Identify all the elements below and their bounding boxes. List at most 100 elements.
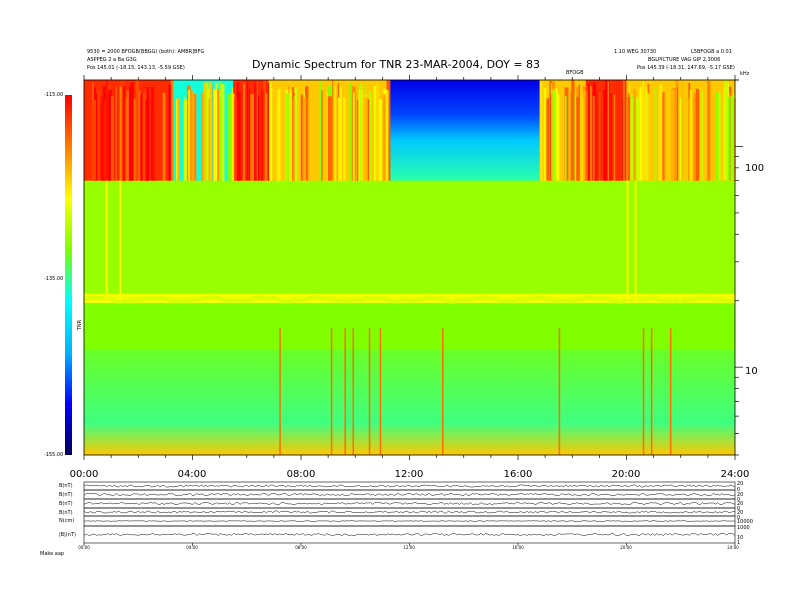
burst-streak bbox=[168, 84, 171, 181]
panel-right-tick-6: 0 bbox=[737, 506, 741, 512]
burst-streak bbox=[114, 86, 117, 181]
burst-streak bbox=[555, 88, 558, 181]
burst-streak bbox=[270, 87, 273, 181]
burst-streak bbox=[359, 83, 362, 181]
header-right-line-2: L5BFOGB a 0.01 bbox=[691, 49, 732, 55]
burst-streak bbox=[343, 97, 346, 181]
spike-line bbox=[368, 328, 371, 455]
burst-streak bbox=[122, 85, 126, 181]
burst-streak bbox=[557, 94, 560, 181]
burst-streak bbox=[378, 99, 382, 181]
freq-tick-10: 10 bbox=[745, 366, 758, 377]
burst-streak bbox=[213, 89, 218, 181]
burst-streak bbox=[676, 87, 679, 181]
burst-streak bbox=[177, 98, 180, 181]
burst-streak bbox=[242, 83, 245, 181]
burst-streak bbox=[108, 89, 112, 181]
burst-streak bbox=[662, 92, 665, 181]
burst-streak bbox=[646, 90, 648, 181]
burst-streak bbox=[292, 99, 295, 181]
burst-streak bbox=[153, 96, 157, 181]
panel-label-3: B(nT) bbox=[59, 501, 73, 507]
panel-right-tick-11: 10 bbox=[737, 535, 744, 541]
spike-line bbox=[669, 328, 672, 455]
panel-right-tick-9: 10000 bbox=[737, 519, 753, 525]
panel-time-tick-0: 00:00 bbox=[78, 545, 90, 550]
burst-streak bbox=[128, 86, 133, 181]
burst-streak bbox=[545, 98, 549, 181]
header-left-line-2: ASPPEG 2 a Ba G3G bbox=[87, 57, 137, 63]
burst-streak bbox=[550, 82, 552, 181]
burst-streak bbox=[592, 95, 595, 181]
burst-streak bbox=[188, 89, 191, 181]
burst-extension bbox=[119, 180, 122, 301]
burst-streak bbox=[190, 99, 195, 181]
burst-streak bbox=[375, 83, 379, 181]
burst-streak bbox=[693, 93, 697, 181]
header-center-right: BFOGB bbox=[566, 70, 584, 76]
burst-streak bbox=[362, 88, 365, 181]
burst-streak bbox=[552, 90, 556, 181]
burst-streak bbox=[327, 96, 332, 181]
burst-streak bbox=[318, 80, 322, 181]
panel-trace-3 bbox=[83, 502, 736, 505]
time-tick-2: 08:00 bbox=[286, 469, 316, 480]
burst-streak bbox=[204, 82, 209, 181]
burst-streak bbox=[639, 86, 642, 181]
colorbar-tick-max: -115.00 bbox=[44, 92, 64, 98]
burst-streak bbox=[265, 93, 268, 181]
burst-streak bbox=[695, 88, 700, 181]
panel-right-tick-8: 0 bbox=[737, 515, 741, 521]
burst-streak bbox=[192, 93, 197, 181]
panel-right-tick-12: 1 bbox=[737, 540, 741, 546]
panel-frame-2 bbox=[83, 489, 736, 500]
burst-streak bbox=[92, 99, 96, 181]
burst-streak bbox=[349, 82, 352, 181]
burst-streak bbox=[312, 95, 316, 181]
burst-streak bbox=[596, 89, 599, 181]
burst-streak bbox=[135, 80, 139, 181]
burst-streak bbox=[540, 85, 543, 181]
panel-right-tick-5: 20 bbox=[737, 501, 744, 507]
burst-streak bbox=[248, 88, 251, 181]
burst-streak bbox=[543, 87, 547, 181]
burst-streak bbox=[727, 96, 730, 181]
burst-streak bbox=[261, 89, 264, 181]
burst-streak bbox=[717, 93, 721, 181]
burst-extension bbox=[626, 180, 629, 301]
burst-streak bbox=[263, 80, 266, 181]
burst-streak bbox=[385, 89, 389, 181]
burst-streak bbox=[623, 80, 625, 181]
burst-streak bbox=[106, 93, 109, 181]
burst-streak bbox=[227, 93, 232, 181]
burst-streak bbox=[723, 87, 726, 181]
burst-streak bbox=[339, 88, 342, 181]
burst-streak bbox=[100, 97, 104, 181]
band-quiet-band bbox=[84, 180, 735, 292]
burst-streak bbox=[234, 97, 238, 181]
burst-streak bbox=[221, 83, 225, 181]
burst-streak bbox=[667, 91, 671, 181]
panel-time-tick-1: 04:00 bbox=[186, 545, 198, 550]
burst-streak bbox=[145, 99, 149, 181]
burst-streak bbox=[608, 93, 613, 181]
panel-right-tick-1: 20 bbox=[737, 481, 744, 487]
burst-streak bbox=[133, 98, 137, 181]
burst-streak bbox=[627, 96, 631, 181]
burst-streak bbox=[730, 96, 734, 181]
panel-right-tick-4: 0 bbox=[737, 497, 741, 503]
burst-streak bbox=[184, 95, 186, 181]
burst-streak bbox=[580, 97, 584, 181]
burst-streak bbox=[289, 89, 293, 181]
time-tick-6: 24:00 bbox=[720, 469, 750, 480]
burst-streak bbox=[201, 92, 204, 181]
burst-streak bbox=[373, 85, 377, 181]
burst-streak bbox=[670, 88, 675, 181]
burst-streak bbox=[616, 80, 620, 181]
burst-streak bbox=[724, 80, 728, 181]
burst-streak bbox=[707, 81, 711, 181]
burst-streak bbox=[689, 90, 692, 181]
burst-streak bbox=[256, 81, 258, 181]
panel-right-tick-10: 1000 bbox=[737, 525, 750, 531]
burst-streak bbox=[250, 94, 255, 181]
